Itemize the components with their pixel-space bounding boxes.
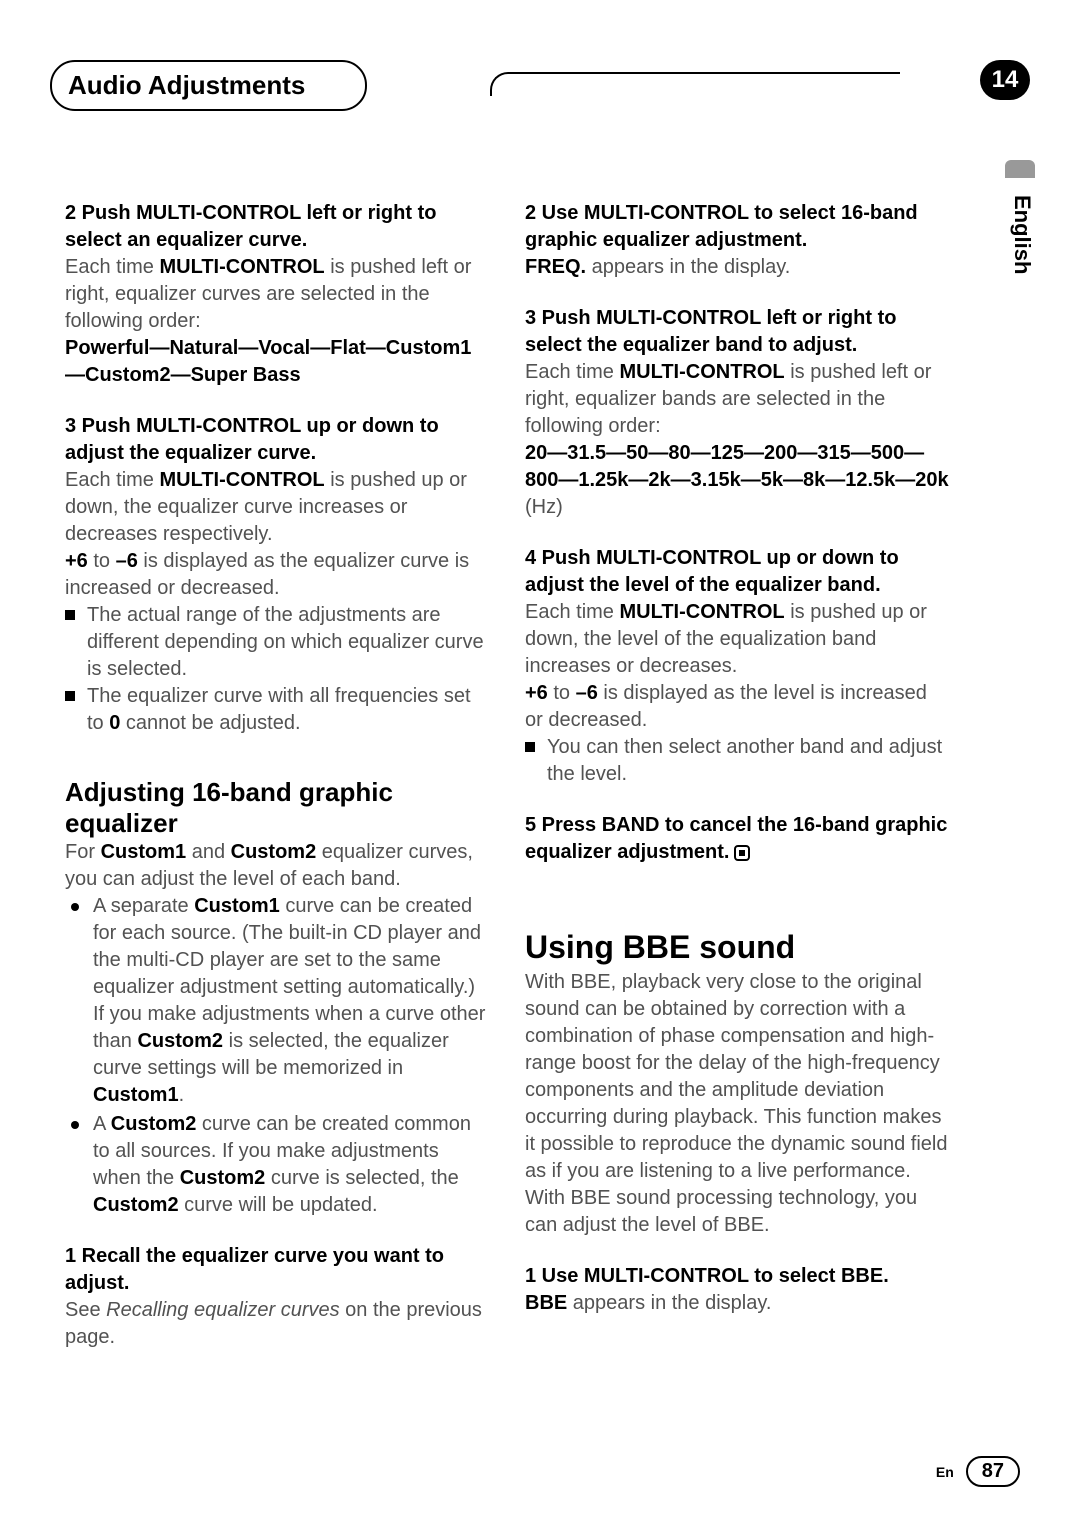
band-sequence: 20—31.5—50—80—125—200—315—500—800—1.25k—… [525,440,950,521]
note-list: The actual range of the adjustments are … [65,602,490,737]
footer-lang: En [936,1464,954,1480]
curve-sequence: Powerful—Natural—Vocal—Flat—Custom1—Cust… [65,335,490,389]
end-icon [734,845,750,861]
step-heading: 3 Push MULTI-CONTROL up or down to adjus… [65,415,439,464]
body-text: Each time MULTI-CONTROL is pushed up or … [525,599,950,680]
step-2-block: 2 Use MULTI-CONTROL to select 16-band gr… [525,200,950,281]
step-heading: 1 Use MULTI-CONTROL to select BBE. [525,1265,889,1287]
step-heading: 2 Use MULTI-CONTROL to select 16-band gr… [525,202,918,251]
side-language: English [1009,195,1035,274]
body-text: FREQ. appears in the display. [525,254,950,281]
step-2-block: 2 Push MULTI-CONTROL left or right to se… [65,200,490,389]
step-heading: 4 Push MULTI-CONTROL up or down to adjus… [525,547,899,596]
note-item: The actual range of the adjustments are … [65,602,490,683]
step-3-block: 3 Push MULTI-CONTROL left or right to se… [525,305,950,521]
step-4-block: 4 Push MULTI-CONTROL up or down to adjus… [525,545,950,788]
left-column: 2 Push MULTI-CONTROL left or right to se… [65,200,490,1375]
body-text: With BBE sound processing technology, yo… [525,1185,950,1239]
list-item: A Custom2 curve can be created common to… [65,1111,490,1219]
subsection-block: Adjusting 16-band graphic equalizer For … [65,777,490,1219]
content-area: 2 Push MULTI-CONTROL left or right to se… [65,200,950,1375]
subsection-heading: Adjusting 16-band graphic equalizer [65,777,490,839]
note-item: You can then select another band and adj… [525,734,950,788]
step-3-block: 3 Push MULTI-CONTROL up or down to adjus… [65,413,490,737]
body-text: See Recalling equalizer curves on the pr… [65,1297,490,1351]
step-heading: 3 Push MULTI-CONTROL left or right to se… [525,307,896,356]
step-heading: 2 Push MULTI-CONTROL left or right to se… [65,202,436,251]
note-list: You can then select another band and adj… [525,734,950,788]
step-1-block: 1 Use MULTI-CONTROL to select BBE. BBE a… [525,1263,950,1317]
body-text: +6 to –6 is displayed as the level is in… [525,680,950,734]
body-text: Each time MULTI-CONTROL is pushed left o… [525,359,950,440]
step-5-block: 5 Press BAND to cancel the 16-band graph… [525,812,950,866]
body-text: Each time MULTI-CONTROL is pushed up or … [65,467,490,548]
section-block: Using BBE sound With BBE, playback very … [525,926,950,1239]
body-text: With BBE, playback very close to the ori… [525,969,950,1185]
header-decor [490,72,900,96]
side-tab [1005,160,1035,178]
section-heading: Using BBE sound [525,926,950,969]
right-column: 2 Use MULTI-CONTROL to select 16-band gr… [525,200,950,1375]
section-number-badge: 14 [980,60,1030,100]
note-item: The equalizer curve with all frequencies… [65,683,490,737]
list-item: A separate Custom1 curve can be created … [65,893,490,1109]
body-text: Each time MULTI-CONTROL is pushed left o… [65,254,490,335]
bullet-list: A separate Custom1 curve can be created … [65,893,490,1219]
footer: En 87 [936,1456,1020,1487]
page-number: 87 [966,1456,1020,1487]
step-heading: 1 Recall the equalizer curve you want to… [65,1245,444,1294]
body-text: For Custom1 and Custom2 equalizer curves… [65,839,490,893]
body-text: BBE appears in the display. [525,1290,950,1317]
page-title: Audio Adjustments [50,60,367,111]
body-text: +6 to –6 is displayed as the equalizer c… [65,548,490,602]
step-1-block: 1 Recall the equalizer curve you want to… [65,1243,490,1351]
